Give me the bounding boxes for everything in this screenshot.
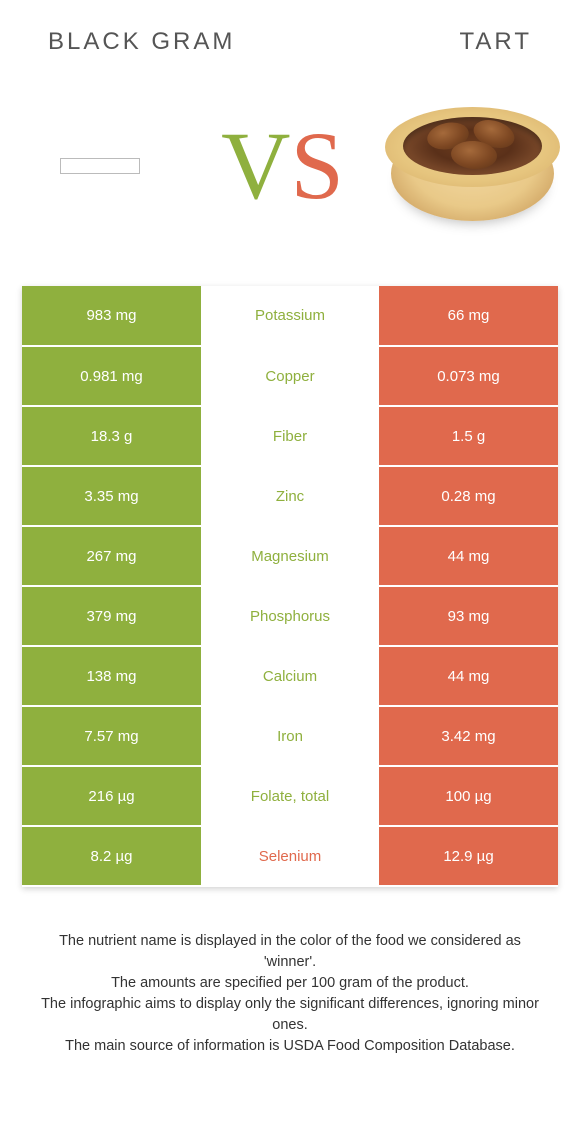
value-left: 7.57 mg [22, 706, 201, 766]
food-image-left [10, 158, 190, 174]
nutrient-name: Copper [201, 346, 379, 406]
footer-notes: The nutrient name is displayed in the co… [32, 931, 548, 1057]
table-row: 3.35 mgZinc0.28 mg [22, 466, 558, 526]
value-right: 3.42 mg [379, 706, 558, 766]
value-right: 44 mg [379, 646, 558, 706]
value-right: 93 mg [379, 586, 558, 646]
value-right: 100 µg [379, 766, 558, 826]
title-right: TART [460, 28, 532, 56]
table-row: 267 mgMagnesium44 mg [22, 526, 558, 586]
header: BLACK GRAM TART [0, 0, 580, 66]
nutrient-name: Magnesium [201, 526, 379, 586]
nutrient-table: 983 mgPotassium66 mg0.981 mgCopper0.073 … [22, 286, 558, 887]
nutrient-name: Calcium [201, 646, 379, 706]
vs-v: V [221, 112, 290, 219]
table-row: 138 mgCalcium44 mg [22, 646, 558, 706]
value-left: 138 mg [22, 646, 201, 706]
title-left: BLACK GRAM [48, 28, 235, 56]
nutrient-name: Phosphorus [201, 586, 379, 646]
table-row: 379 mgPhosphorus93 mg [22, 586, 558, 646]
nutrient-name: Folate, total [201, 766, 379, 826]
nutrient-name: Iron [201, 706, 379, 766]
footer-line: The main source of information is USDA F… [32, 1036, 548, 1057]
tart-icon [385, 101, 560, 231]
food-image-right [375, 101, 570, 231]
table-row: 7.57 mgIron3.42 mg [22, 706, 558, 766]
value-right: 66 mg [379, 286, 558, 346]
value-right: 1.5 g [379, 406, 558, 466]
footer-line: The nutrient name is displayed in the co… [32, 931, 548, 973]
table-row: 8.2 µgSelenium12.9 µg [22, 826, 558, 886]
table-row: 983 mgPotassium66 mg [22, 286, 558, 346]
value-left: 216 µg [22, 766, 201, 826]
hero-row: VS [0, 66, 580, 286]
vs-s: S [290, 112, 343, 219]
footer-line: The infographic aims to display only the… [32, 994, 548, 1036]
nutrient-name: Fiber [201, 406, 379, 466]
value-right: 12.9 µg [379, 826, 558, 886]
nutrient-name: Zinc [201, 466, 379, 526]
nutrient-name: Selenium [201, 826, 379, 886]
nutrient-name: Potassium [201, 286, 379, 346]
value-left: 3.35 mg [22, 466, 201, 526]
value-right: 0.28 mg [379, 466, 558, 526]
vs-label: VS [221, 118, 344, 214]
table-row: 0.981 mgCopper0.073 mg [22, 346, 558, 406]
footer-line: The amounts are specified per 100 gram o… [32, 973, 548, 994]
table-row: 216 µgFolate, total100 µg [22, 766, 558, 826]
value-left: 18.3 g [22, 406, 201, 466]
value-left: 0.981 mg [22, 346, 201, 406]
value-left: 267 mg [22, 526, 201, 586]
value-left: 983 mg [22, 286, 201, 346]
value-right: 44 mg [379, 526, 558, 586]
placeholder-box [60, 158, 140, 174]
value-left: 379 mg [22, 586, 201, 646]
table-row: 18.3 gFiber1.5 g [22, 406, 558, 466]
value-right: 0.073 mg [379, 346, 558, 406]
value-left: 8.2 µg [22, 826, 201, 886]
